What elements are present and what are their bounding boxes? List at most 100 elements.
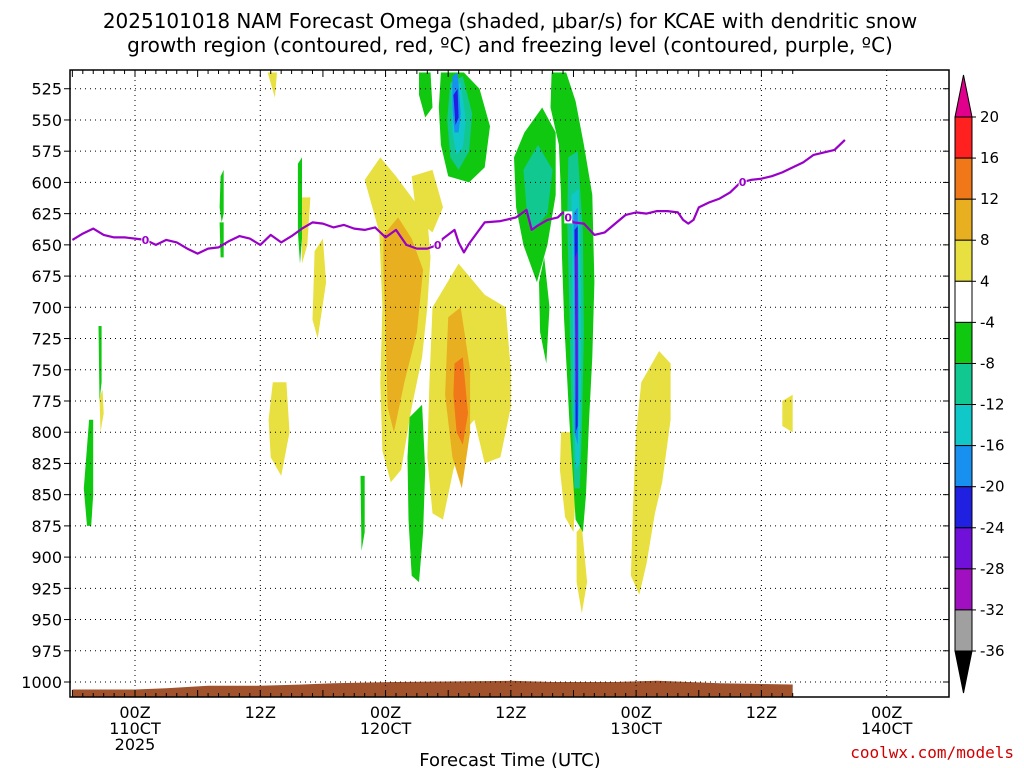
colorbar-label--12: -12 bbox=[980, 396, 1005, 414]
x-tick-label-24-2: 120CT bbox=[360, 719, 412, 738]
y-tick-label-700: 700 bbox=[31, 298, 62, 317]
colorbar-bin--4-4 bbox=[954, 280, 973, 323]
chart-title-line2: growth region (contoured, red, ºC) and f… bbox=[127, 33, 893, 57]
colorbar-label-12: 12 bbox=[980, 190, 999, 208]
y-tick-label-650: 650 bbox=[31, 236, 62, 255]
colorbar-bin-4-8 bbox=[954, 239, 973, 282]
x-tick-label-48-2: 130CT bbox=[610, 719, 662, 738]
freezing-label-bg-3 bbox=[738, 175, 747, 188]
omega-area-34--24..-20 bbox=[453, 88, 459, 125]
omega-area-10-4..8 bbox=[99, 389, 104, 433]
colorbar-label--16: -16 bbox=[980, 437, 1005, 455]
chart-title-line1: 2025101018 NAM Forecast Omega (shaded, μ… bbox=[103, 9, 917, 33]
y-tick-label-1000: 1000 bbox=[21, 673, 62, 692]
freezing-level-line bbox=[71, 139, 846, 255]
colorbar-label-4: 4 bbox=[980, 272, 990, 290]
colorbar-label--28: -28 bbox=[980, 560, 1005, 578]
x-tick-label-0-3: 2025 bbox=[115, 735, 156, 754]
colorbar-label-20: 20 bbox=[980, 108, 999, 126]
colorbar-label--32: -32 bbox=[980, 601, 1005, 619]
x-tick-label-48-1: 00Z bbox=[620, 703, 651, 722]
y-tick-label-975: 975 bbox=[31, 642, 62, 661]
omega-area-19--8..-4 bbox=[539, 257, 550, 364]
ground-layer bbox=[72, 680, 793, 697]
y-tick-label-900: 900 bbox=[31, 548, 62, 567]
y-tick-label-825: 825 bbox=[31, 454, 62, 473]
y-tick-label-875: 875 bbox=[31, 517, 62, 536]
colorbar-bin--36--32 bbox=[954, 609, 973, 652]
x-axis-label: Forecast Time (UTC) bbox=[419, 750, 600, 768]
colorbar-label--24: -24 bbox=[980, 519, 1005, 537]
omega-area-15--8..-4 bbox=[419, 72, 433, 118]
y-tick-label-525: 525 bbox=[31, 80, 62, 99]
omega-area-4-4..8 bbox=[268, 382, 290, 476]
y-tick-label-600: 600 bbox=[31, 173, 62, 192]
omega-area-0-4..8 bbox=[267, 72, 277, 98]
x-tick-label-24-1: 00Z bbox=[370, 703, 401, 722]
omega-area-25--8..-4 bbox=[297, 157, 302, 264]
freezing-level-label-2: 0 bbox=[564, 211, 572, 224]
plot-frame bbox=[69, 69, 950, 698]
colorbar-bin--8--4 bbox=[954, 321, 973, 364]
x-tick-label-72-1: 00Z bbox=[871, 703, 902, 722]
freezing-label-bg-0 bbox=[141, 233, 150, 246]
colorbar-bin-8-12 bbox=[954, 198, 973, 241]
omega-shading-layer bbox=[83, 72, 793, 614]
colorbar-bin-12-16 bbox=[954, 157, 973, 200]
x-tick-label-12-1: 12Z bbox=[245, 703, 276, 722]
x-tick-label-60-1: 12Z bbox=[746, 703, 777, 722]
colorbar-bottom-arrow bbox=[954, 650, 973, 694]
omega-area-20--8..-4 bbox=[407, 404, 426, 583]
colorbar-label-16: 16 bbox=[980, 149, 999, 167]
omega-area-6-4..8 bbox=[312, 238, 327, 339]
x-tick-label-72-2: 140CT bbox=[861, 719, 913, 738]
y-tick-label-850: 850 bbox=[31, 486, 62, 505]
omega-area-21--8..-4 bbox=[219, 169, 224, 223]
omega-area-5-4..8 bbox=[302, 197, 311, 264]
colorbar-label-8: 8 bbox=[980, 231, 990, 249]
ground-surface bbox=[72, 680, 793, 697]
colorbar: 20 16 12 8 4 -4 -8 -12 -16 -20 -24 -28 -32 -36 bbox=[954, 74, 1005, 694]
colorbar-label--4: -4 bbox=[980, 313, 995, 331]
y-tick-label-725: 725 bbox=[31, 330, 62, 349]
freezing-label-bg-2 bbox=[564, 211, 573, 224]
y-tick-label-575: 575 bbox=[31, 142, 62, 161]
y-tick-label-750: 750 bbox=[31, 361, 62, 380]
x-tick-label-0-1: 00Z bbox=[119, 703, 150, 722]
colorbar-label--8: -8 bbox=[980, 354, 995, 372]
pressure-axis: 525 550 575 600 625 650 675 700 725 750 775 800 825 8… bbox=[21, 80, 949, 692]
y-tick-label-625: 625 bbox=[31, 205, 62, 224]
freezing-level-label-0: 0 bbox=[142, 234, 150, 247]
x-tick-label-0-2: 110CT bbox=[109, 719, 161, 738]
colorbar-bin--24--20 bbox=[954, 486, 973, 529]
freezing-level-layer: 0 0 0 0 bbox=[71, 139, 846, 255]
omega-area-24--8..-4 bbox=[98, 326, 102, 401]
omega-area-12-8..12 bbox=[383, 217, 424, 433]
omega-area-28--12..-8 bbox=[523, 144, 553, 233]
y-tick-label-950: 950 bbox=[31, 611, 62, 630]
colorbar-bin--20--16 bbox=[954, 445, 973, 488]
colorbar-bin--32--28 bbox=[954, 568, 973, 611]
colorbar-bin--28--24 bbox=[954, 527, 973, 570]
y-tick-label-775: 775 bbox=[31, 392, 62, 411]
omega-area-8-4..8 bbox=[576, 525, 588, 614]
y-tick-label-925: 925 bbox=[31, 579, 62, 598]
omega-area-9-4..8 bbox=[630, 351, 671, 595]
omega-area-23--8..-4 bbox=[83, 419, 94, 526]
colorbar-bin-16-20 bbox=[954, 116, 973, 159]
y-tick-label-675: 675 bbox=[31, 267, 62, 286]
freezing-label-bg-1 bbox=[433, 238, 442, 251]
y-tick-label-550: 550 bbox=[31, 111, 62, 130]
colorbar-top-arrow bbox=[954, 74, 973, 118]
credit-text: coolwx.com/models bbox=[850, 743, 1014, 762]
colorbar-label--36: -36 bbox=[980, 642, 1005, 660]
colorbar-bin--12--8 bbox=[954, 363, 973, 406]
colorbar-bin--16--12 bbox=[954, 404, 973, 447]
omega-area-11-4..8 bbox=[782, 394, 793, 433]
x-tick-label-36-1: 12Z bbox=[495, 703, 526, 722]
freezing-level-label-1: 0 bbox=[434, 239, 442, 252]
omega-area-36--28..-24 bbox=[575, 251, 578, 408]
omega-area-26--8..-4 bbox=[360, 475, 365, 551]
